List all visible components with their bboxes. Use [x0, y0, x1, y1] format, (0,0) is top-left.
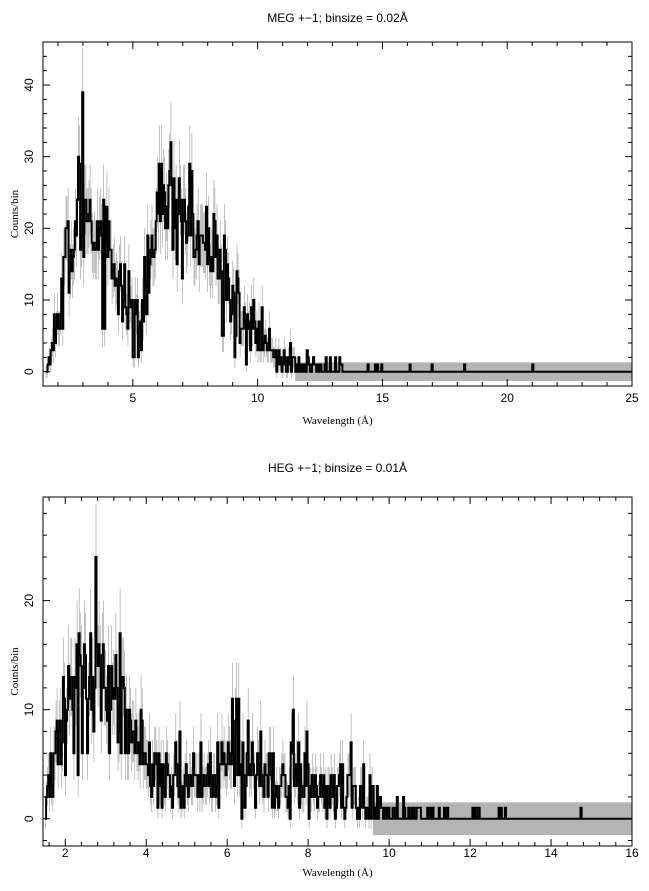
meg-x-tick-label: 15 [376, 391, 390, 405]
meg-y-axis-label: Counts/bin [9, 189, 21, 238]
meg-ticks [43, 41, 633, 387]
heg-chart-title: HEG +−1; binsize = 0.01Å [268, 460, 407, 475]
meg-plot-frame [42, 41, 633, 387]
heg-x-axis-label: Wavelength (Å) [302, 867, 373, 879]
meg-x-tick-label: 5 [130, 391, 137, 405]
heg-plot-area [45, 503, 632, 836]
meg-plot-area [45, 47, 632, 381]
meg-y-tick-label: 30 [22, 150, 36, 164]
heg-x-tick-label: 10 [382, 846, 396, 860]
heg-y-tick-label: 0 [22, 815, 36, 822]
meg-y-tick-label: 0 [22, 368, 36, 375]
meg-spectrum-line [45, 91, 632, 373]
meg-panel: 5 10 15 20 25 0 10 20 30 40 MEG +−1; binsize = 0.0… [9, 10, 639, 427]
heg-x-tick-label: 16 [625, 846, 639, 860]
heg-y-tick-label: 10 [22, 703, 36, 717]
heg-x-tick-label: 2 [62, 846, 69, 860]
heg-ticks [43, 497, 633, 846]
heg-plot-frame [42, 496, 633, 847]
meg-x-tick-label: 10 [251, 391, 265, 405]
meg-x-tick-label: 25 [625, 391, 639, 405]
meg-x-axis-label: Wavelength (Å) [302, 415, 373, 427]
heg-panel: 2 4 6 8 10 12 14 16 0 10 20 HEG +−1; binsize = 0.01… [9, 460, 639, 879]
heg-y-axis-label: Counts/bin [9, 647, 21, 696]
meg-chart-title: MEG +−1; binsize = 0.02Å [267, 10, 407, 25]
heg-y-tick-label: 20 [22, 594, 36, 608]
heg-x-tick-label: 14 [544, 846, 558, 860]
meg-y-tick-label: 40 [22, 78, 36, 92]
heg-x-tick-label: 12 [463, 846, 477, 860]
meg-y-tick-label: 20 [22, 221, 36, 235]
heg-x-tick-label: 4 [143, 846, 150, 860]
heg-spectrum-line [45, 556, 632, 820]
meg-x-tick-label: 20 [501, 391, 515, 405]
heg-x-tick-label: 6 [224, 846, 231, 860]
meg-y-tick-label: 10 [22, 293, 36, 307]
heg-x-tick-label: 8 [305, 846, 312, 860]
